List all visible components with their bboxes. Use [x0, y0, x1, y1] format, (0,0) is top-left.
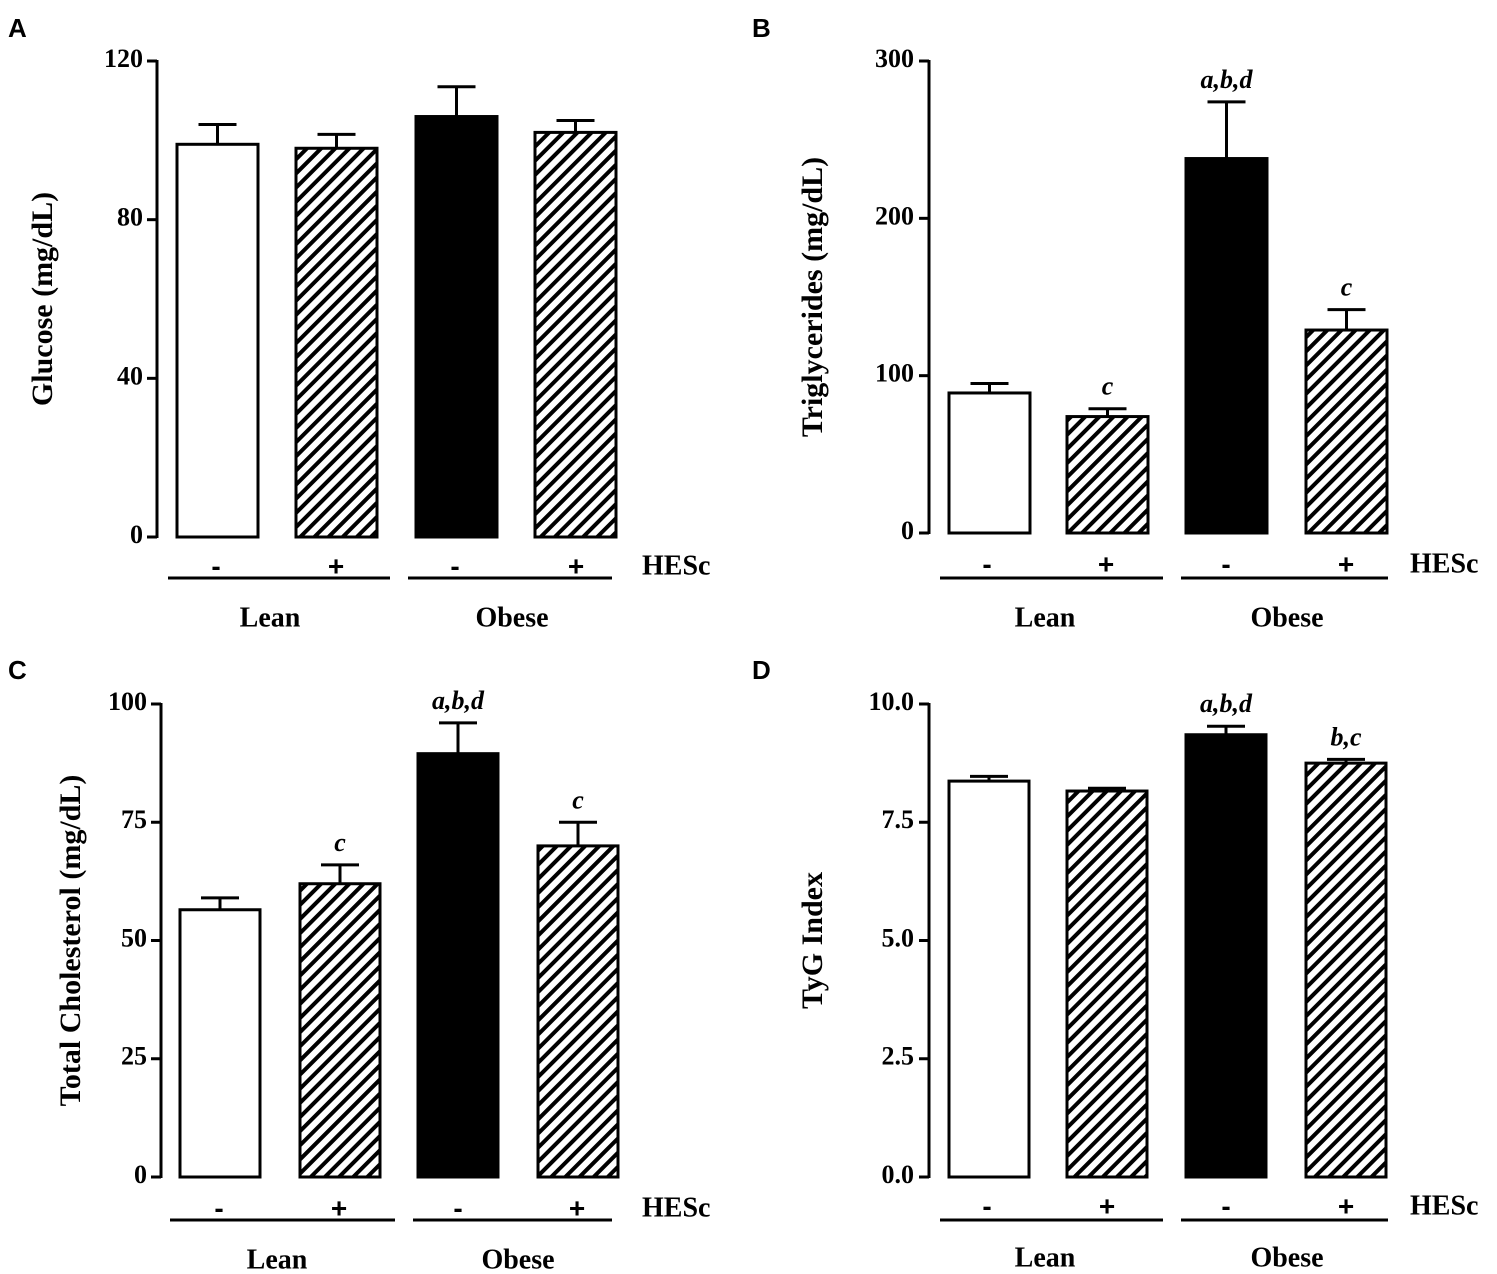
y-tick-label: 2.5: [882, 1042, 915, 1071]
y-tick-label: 25: [121, 1042, 147, 1071]
bar: [178, 908, 262, 1179]
treatment-sign: -: [450, 550, 459, 581]
y-tick-label: 300: [875, 44, 914, 73]
y-tick-label: 7.5: [882, 805, 915, 834]
panel-label: A: [8, 13, 27, 43]
bar: [1184, 157, 1269, 535]
y-axis-title: TyG Index: [796, 872, 829, 1009]
y-tick-label: 120: [104, 44, 143, 73]
y-axis-title: Triglycerides (mg/dL): [796, 157, 829, 437]
panel-label: D: [752, 655, 771, 685]
y-tick-label: 0.0: [882, 1160, 915, 1189]
treatment-sign: -: [211, 550, 220, 581]
bar: [1304, 761, 1388, 1179]
treatment-label: HESc: [642, 550, 710, 581]
y-tick-label: 10.0: [869, 687, 915, 716]
group-label: Obese: [1250, 602, 1323, 633]
y-tick-label: 0: [134, 1160, 147, 1189]
y-tick-label: 40: [117, 361, 143, 390]
bar: [414, 115, 499, 539]
treatment-sign: +: [568, 550, 584, 581]
y-axis-title: Glucose (mg/dL): [26, 192, 59, 406]
bar: [294, 146, 379, 539]
y-tick-label: 200: [875, 201, 914, 230]
significance-label: c: [334, 828, 346, 857]
bar: [416, 752, 500, 1179]
panel-d: D TyG Index 0.0 2.5 5.0 7.5 10.0 a,b,d b,c - + - + HE…: [752, 655, 1478, 1274]
panel-c: C Total Cholesterol (mg/dL) 0 25 50 75 100 c a,b…: [8, 655, 710, 1274]
group-label: Obese: [481, 1244, 554, 1274]
y-tick-label: 50: [121, 923, 147, 952]
y-axis-title: Total Cholesterol (mg/dL): [54, 775, 87, 1107]
treatment-sign: -: [982, 548, 991, 579]
bar: [947, 391, 1032, 535]
panel-b: B Triglycerides (mg/dL) 0 100 200 300 c a,b,d c -…: [752, 13, 1478, 634]
bar: [1304, 328, 1389, 535]
treatment-sign: -: [453, 1192, 462, 1223]
y-tick-label: 100: [875, 359, 914, 388]
treatment-sign: +: [1099, 1190, 1115, 1221]
treatment-sign: +: [569, 1192, 585, 1223]
bar: [1184, 733, 1268, 1179]
y-tick-label: 100: [108, 687, 147, 716]
y-tick-label: 80: [117, 203, 143, 232]
bar: [536, 844, 620, 1179]
group-label: Lean: [247, 1244, 308, 1274]
significance-label: a,b,d: [432, 686, 485, 715]
y-tick-label: 75: [121, 805, 147, 834]
y-tick-label: 0: [901, 516, 914, 545]
panel-label: B: [752, 13, 771, 43]
treatment-label: HESc: [1410, 1190, 1478, 1221]
group-label: Lean: [240, 602, 301, 633]
group-label: Obese: [1250, 1242, 1323, 1273]
bar: [298, 882, 382, 1179]
treatment-sign: +: [331, 1192, 347, 1223]
y-tick-label: 5.0: [882, 923, 915, 952]
treatment-sign: -: [982, 1190, 991, 1221]
bar: [1065, 415, 1150, 535]
panel-label: C: [8, 655, 27, 685]
treatment-sign: +: [1338, 548, 1354, 579]
significance-label: c: [1102, 372, 1114, 401]
significance-label: a,b,d: [1200, 689, 1253, 718]
treatment-sign: -: [1221, 548, 1230, 579]
treatment-sign: +: [328, 550, 344, 581]
treatment-label: HESc: [642, 1192, 710, 1223]
group-label: Obese: [475, 602, 548, 633]
treatment-sign: -: [214, 1192, 223, 1223]
significance-label: b,c: [1330, 722, 1362, 751]
bar: [175, 142, 260, 539]
group-label: Lean: [1015, 602, 1076, 633]
significance-label: c: [1341, 273, 1353, 302]
panel-a: A Glucose (mg/dL) 0 40 80 120 - + - + HESc Lean Obes…: [8, 13, 710, 634]
bar: [533, 130, 618, 539]
bar: [1065, 789, 1149, 1179]
treatment-sign: +: [1338, 1190, 1354, 1221]
treatment-label: HESc: [1410, 548, 1478, 579]
treatment-sign: +: [1098, 548, 1114, 579]
treatment-sign: -: [1221, 1190, 1230, 1221]
bar: [947, 779, 1031, 1179]
y-tick-label: 0: [130, 520, 143, 549]
significance-label: c: [572, 785, 584, 814]
significance-label: a,b,d: [1201, 65, 1254, 94]
group-label: Lean: [1015, 1242, 1076, 1273]
